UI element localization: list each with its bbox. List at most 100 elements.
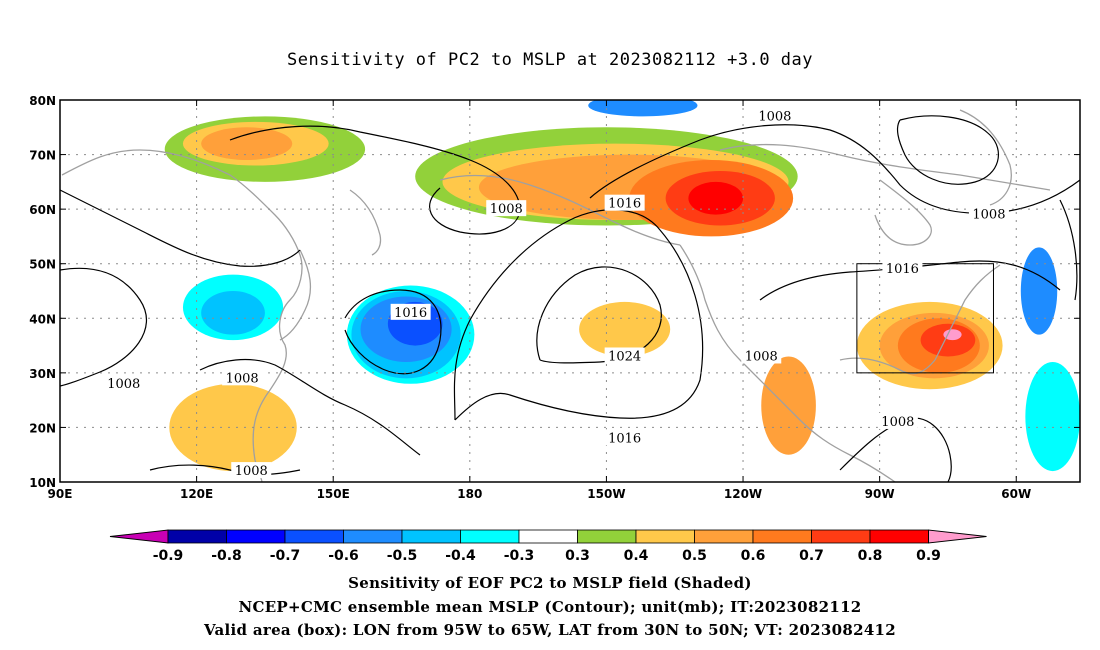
colorbar-swatch bbox=[226, 529, 286, 544]
contour-line bbox=[60, 267, 147, 387]
caption-valid-area: Valid area (box): LON from 95W to 65W, L… bbox=[203, 621, 897, 639]
shade-region bbox=[201, 127, 293, 161]
contour-label-bg bbox=[604, 347, 645, 364]
lon-tick-label: 90W bbox=[865, 487, 895, 501]
shade-region bbox=[1025, 361, 1080, 472]
contour-label-bg bbox=[231, 462, 272, 479]
colorbar-high-arrow bbox=[928, 529, 987, 544]
colorbar-swatch bbox=[460, 529, 520, 544]
shade-region bbox=[943, 329, 962, 341]
lat-tick-label: 60N bbox=[29, 203, 56, 217]
colorbar-swatch bbox=[401, 529, 461, 544]
shade-region bbox=[761, 356, 816, 455]
lon-tick-label: 120E bbox=[180, 487, 213, 501]
lon-tick-label: 150W bbox=[587, 487, 625, 501]
colorbar-swatch bbox=[635, 529, 695, 544]
contour-line bbox=[1059, 199, 1078, 301]
contour-label: 1016 bbox=[394, 306, 427, 321]
coastline-kamchatka bbox=[349, 189, 382, 256]
shade-region bbox=[201, 291, 265, 335]
colorbar-label: 0.3 bbox=[565, 548, 590, 564]
plot-frame bbox=[59, 99, 1081, 483]
coastline-asia bbox=[61, 149, 303, 482]
colorbar-label: -0.7 bbox=[270, 548, 301, 564]
colorbar-swatch bbox=[167, 529, 227, 544]
colorbar-label: -0.4 bbox=[445, 548, 476, 564]
contour-label-bg bbox=[741, 347, 782, 364]
contour-label: 1008 bbox=[107, 377, 140, 392]
contour-label-bg bbox=[103, 374, 144, 391]
colorbar-label: 0.4 bbox=[624, 548, 649, 564]
mslp-contours bbox=[60, 115, 1080, 482]
colorbar-label: 0.9 bbox=[916, 548, 941, 564]
colorbar-label: 0.8 bbox=[858, 548, 883, 564]
colorbar-label: -0.9 bbox=[153, 548, 184, 564]
sensitivity-shading bbox=[164, 100, 1080, 472]
lon-tick-label: 90E bbox=[48, 487, 73, 501]
contour-labels: 1008 1008 1016 1008 1016 1016 1024 1008 1008 1008… bbox=[103, 107, 1009, 479]
contour-label-bg bbox=[222, 369, 263, 386]
colorbar-label: 0.7 bbox=[799, 548, 824, 564]
valid-area-box bbox=[856, 263, 994, 374]
colorbar-swatch bbox=[752, 529, 812, 544]
shade-region bbox=[1020, 247, 1058, 335]
contour-label: 1016 bbox=[608, 197, 641, 212]
contour-label-bg bbox=[754, 107, 795, 124]
contour-label: 1024 bbox=[608, 349, 641, 364]
lon-tick-label: 180 bbox=[457, 487, 482, 501]
shade-region bbox=[688, 181, 744, 215]
colorbar-swatch bbox=[343, 529, 403, 544]
contour-label-bg bbox=[968, 205, 1009, 222]
contour-label-bg bbox=[390, 303, 431, 320]
caption-shaded: Sensitivity of EOF PC2 to MSLP field (Sh… bbox=[348, 574, 752, 592]
lat-tick-label: 10N bbox=[29, 476, 56, 490]
contour-label: 1008 bbox=[745, 349, 778, 364]
contour-label: 1008 bbox=[758, 109, 791, 124]
lat-tick-label: 70N bbox=[29, 149, 56, 163]
lon-tick-label: 120W bbox=[724, 487, 762, 501]
contour-line bbox=[839, 417, 952, 482]
lon-tick-label: 150E bbox=[317, 487, 350, 501]
contour-label-bg bbox=[604, 194, 645, 211]
colorbar-label: -0.3 bbox=[504, 548, 535, 564]
coastline-canada-arctic bbox=[719, 143, 1051, 191]
colorbar-low-arrow bbox=[109, 529, 169, 544]
sensitivity-map: 1008 1008 1016 1008 1016 1016 1024 1008 1008 1008… bbox=[29, 94, 1081, 564]
colorbar-swatch bbox=[577, 529, 637, 544]
colorbar-label: 0.6 bbox=[741, 548, 766, 564]
colorbar: -0.9 -0.8 -0.7 -0.6 -0.5 -0.4 -0.3 0.3 0.4 0.5 0.6… bbox=[109, 529, 987, 564]
shade-region bbox=[920, 323, 976, 357]
colorbar-label: -0.6 bbox=[328, 548, 359, 564]
coastline-gulf bbox=[839, 357, 936, 375]
lat-tick-label: 50N bbox=[29, 258, 56, 272]
shade-region bbox=[579, 301, 671, 357]
contour-line bbox=[453, 209, 704, 421]
coastline-greenland bbox=[959, 109, 1012, 206]
contour-label: 1016 bbox=[608, 431, 641, 446]
colorbar-swatch bbox=[518, 529, 578, 544]
contour-line bbox=[229, 125, 521, 235]
contour-label-bg bbox=[877, 412, 918, 429]
contour-label: 1008 bbox=[490, 202, 523, 217]
contour-label: 1008 bbox=[972, 208, 1005, 223]
shade-region bbox=[169, 383, 297, 472]
contour-label: 1008 bbox=[235, 464, 268, 479]
coastline-japan bbox=[279, 249, 312, 341]
contour-label-bg bbox=[882, 260, 923, 277]
colorbar-swatch bbox=[694, 529, 754, 544]
contour-line bbox=[60, 189, 301, 267]
caption-contour: NCEP+CMC ensemble mean MSLP (Contour); u… bbox=[238, 598, 862, 616]
colorbar-label: -0.8 bbox=[211, 548, 242, 564]
contour-label: 1016 bbox=[886, 262, 919, 277]
contour-line bbox=[536, 266, 662, 364]
colorbar-swatch bbox=[811, 529, 871, 544]
coastline-alaska bbox=[439, 174, 681, 246]
lat-tick-label: 40N bbox=[29, 312, 56, 326]
contour-line bbox=[199, 359, 421, 456]
contour-label: 1008 bbox=[226, 371, 259, 386]
lat-tick-label: 80N bbox=[29, 94, 56, 108]
contour-line bbox=[149, 464, 301, 476]
coastline-north-america bbox=[679, 244, 896, 482]
lat-tick-label: 30N bbox=[29, 367, 56, 381]
